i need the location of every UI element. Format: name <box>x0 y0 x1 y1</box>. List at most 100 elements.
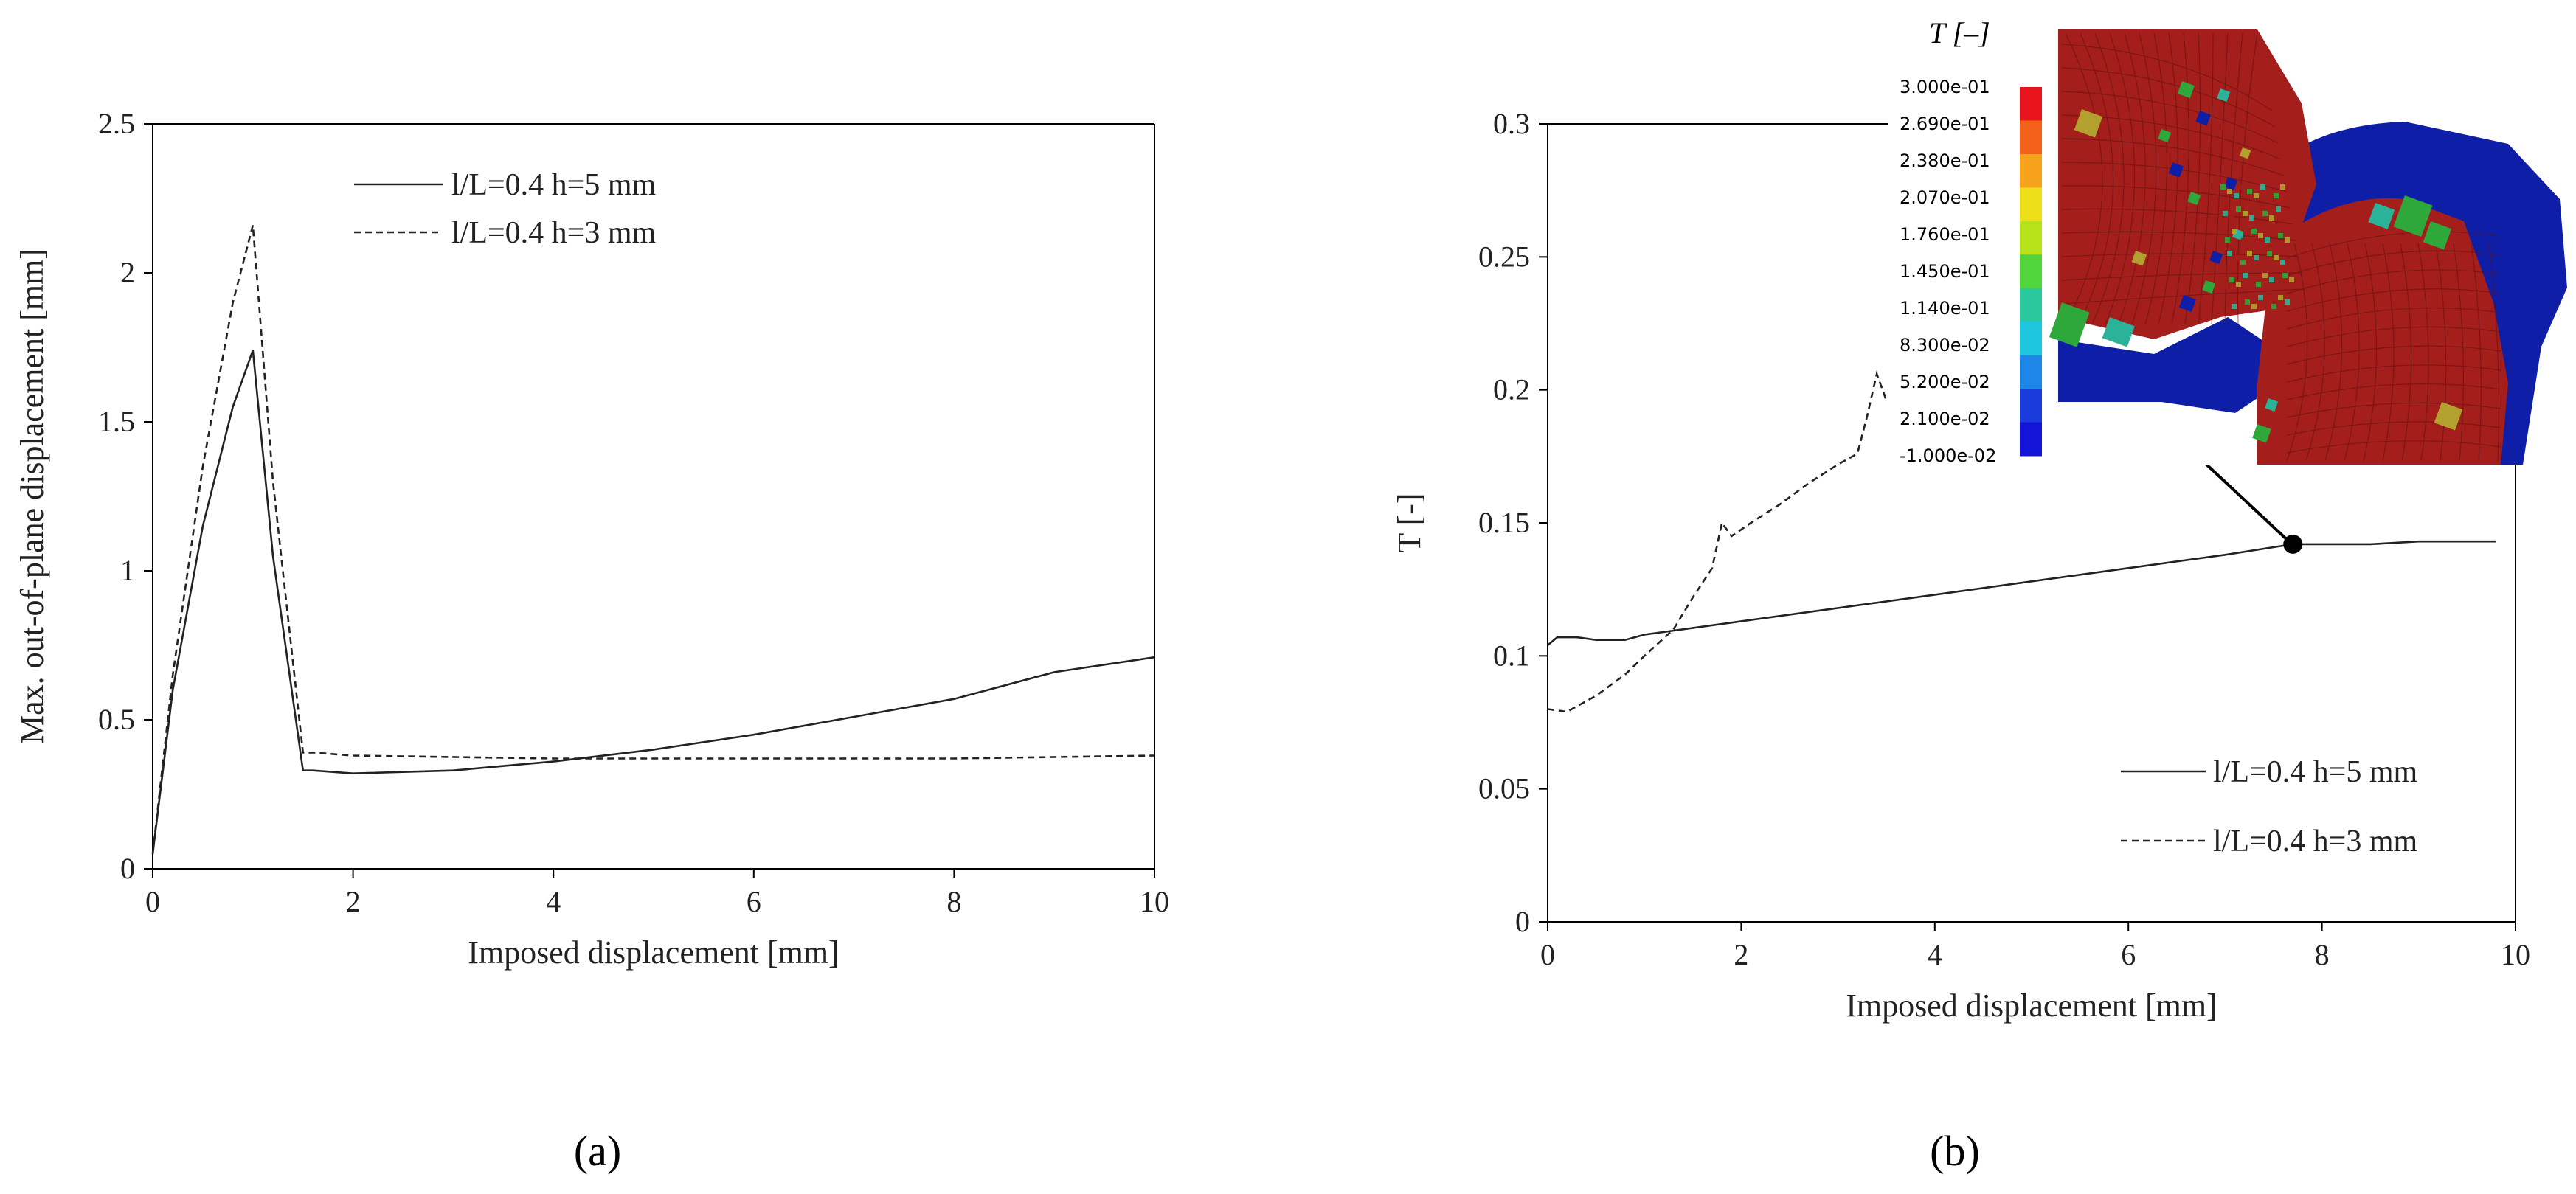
colorbar-cell <box>2020 322 2042 356</box>
colorbar-title: T [–] <box>1929 16 1990 49</box>
y-tick-label: 2 <box>120 256 135 289</box>
mesh-neck-element <box>2291 304 2296 309</box>
mesh-neck-element <box>2258 233 2263 238</box>
mesh-line <box>2305 243 2325 462</box>
series-line-2 <box>151 225 1155 854</box>
colorbar-cell <box>2020 288 2042 322</box>
mesh-neck-element <box>2271 304 2276 309</box>
mesh-patch <box>2049 302 2090 347</box>
colorbar-cell <box>2020 221 2042 255</box>
series-line-1 <box>1547 540 2496 646</box>
mesh-neck-element <box>2236 282 2241 287</box>
fe-mesh <box>2049 29 2567 465</box>
colorbar-cell <box>2020 422 2042 457</box>
y-tick-label: 0 <box>120 852 135 885</box>
y-tick-label: 1.5 <box>98 405 135 438</box>
mesh-neck-element <box>2260 260 2265 265</box>
mesh-line <box>2286 326 2501 347</box>
colorbar-label: 1.450e-01 <box>1900 261 1990 282</box>
series-line-1 <box>151 350 1155 854</box>
mesh-patch <box>2195 110 2212 126</box>
y-tick-label: 0 <box>1515 905 1530 938</box>
colorbar-label: 2.070e-01 <box>1900 187 1990 208</box>
x-tick-label: 2 <box>346 885 361 918</box>
x-tick-label: 0 <box>145 885 160 918</box>
mesh-line <box>2286 231 2501 259</box>
x-tick-label: 8 <box>946 885 961 918</box>
colorbar-label: 2.690e-01 <box>1900 114 1990 134</box>
mesh-neck-element <box>2256 206 2261 212</box>
mesh-region-high-left <box>2058 29 2316 339</box>
mesh-patch <box>2158 129 2172 142</box>
mesh-line <box>2144 32 2167 325</box>
y-axis-label: T [-] <box>1391 493 1427 552</box>
x-axis-label: Imposed displacement [mm] <box>468 934 839 971</box>
y-tick-label: 0.2 <box>1493 373 1530 406</box>
mesh-neck-element <box>2285 299 2290 305</box>
mesh-patch <box>2131 251 2147 266</box>
mesh-line <box>2417 243 2429 462</box>
mesh-line <box>2286 307 2501 330</box>
mesh-neck-element <box>2251 229 2257 234</box>
mesh-neck-element <box>2254 255 2259 260</box>
mesh-neck-element <box>2225 237 2230 243</box>
mesh-neck-element <box>2274 255 2279 260</box>
mesh-patch <box>2074 108 2103 138</box>
mesh-neck-element <box>2276 206 2281 212</box>
x-tick-label: 6 <box>747 885 761 918</box>
mesh-neck-element <box>2280 260 2285 265</box>
marker-point <box>2283 534 2303 554</box>
panel-label-b: (b) <box>1930 1127 1980 1175</box>
mesh-patch <box>2434 401 2463 431</box>
mesh-neck-element <box>2240 184 2246 190</box>
mesh-neck-element <box>2247 189 2252 194</box>
mesh-line <box>2237 32 2258 325</box>
colorbar-label: 1.140e-01 <box>1900 298 1990 319</box>
mesh-neck-element <box>2269 215 2274 221</box>
x-tick-label: 4 <box>546 885 561 918</box>
colorbar-label: 8.300e-02 <box>1900 335 1990 355</box>
mesh-line <box>2471 243 2482 462</box>
mesh-line <box>2382 243 2395 462</box>
mesh-patch <box>2168 162 2184 178</box>
colorbar-cell <box>2020 87 2042 121</box>
legend-entry-1: l/L=0.4 h=5 mm <box>2213 755 2418 789</box>
mesh-neck-element <box>2227 189 2232 194</box>
mesh-neck-element <box>2278 295 2283 300</box>
mesh-neck-element <box>2249 277 2254 282</box>
mesh-neck-element <box>2282 211 2288 216</box>
x-tick-label: 2 <box>1734 938 1748 971</box>
mesh-neck-element <box>2243 273 2248 278</box>
y-tick-label: 0.3 <box>1493 107 1530 140</box>
colorbar-cell <box>2020 187 2042 222</box>
mesh-line <box>2061 185 2291 209</box>
y-tick-label: 0.05 <box>1478 772 1530 805</box>
mesh-line <box>2453 243 2465 462</box>
colorbar-label: 2.380e-01 <box>1900 150 1990 171</box>
x-tick-label: 0 <box>1540 938 1555 971</box>
series-line-2 <box>1547 370 1888 713</box>
x-tick-label: 6 <box>2121 938 2136 971</box>
mesh-line <box>2061 91 2279 144</box>
mesh-line <box>2286 345 2501 365</box>
mesh-neck-element <box>2232 304 2237 309</box>
mesh-neck-element <box>2267 189 2272 194</box>
mesh-patch <box>2202 280 2216 294</box>
mesh-neck-element <box>2236 206 2241 212</box>
mesh-neck-element <box>2267 251 2272 256</box>
mesh-patch <box>2217 88 2231 102</box>
colorbar-cell <box>2020 355 2042 389</box>
mesh-line <box>2286 269 2501 294</box>
y-tick-label: 1 <box>120 554 135 587</box>
mesh-neck-element <box>2245 299 2250 305</box>
panel-label-a: (a) <box>574 1127 621 1175</box>
mesh-neck-element <box>2271 229 2276 234</box>
mesh-neck-element <box>2238 233 2243 238</box>
x-tick-label: 10 <box>1140 885 1169 918</box>
mesh-neck-element <box>2229 215 2234 221</box>
mesh-neck-element <box>2278 233 2283 238</box>
legend-entry-2: l/L=0.4 h=3 mm <box>2213 825 2418 858</box>
mesh-line <box>2363 243 2378 462</box>
mesh-line <box>2061 272 2302 281</box>
mesh-neck-element <box>2238 295 2243 300</box>
